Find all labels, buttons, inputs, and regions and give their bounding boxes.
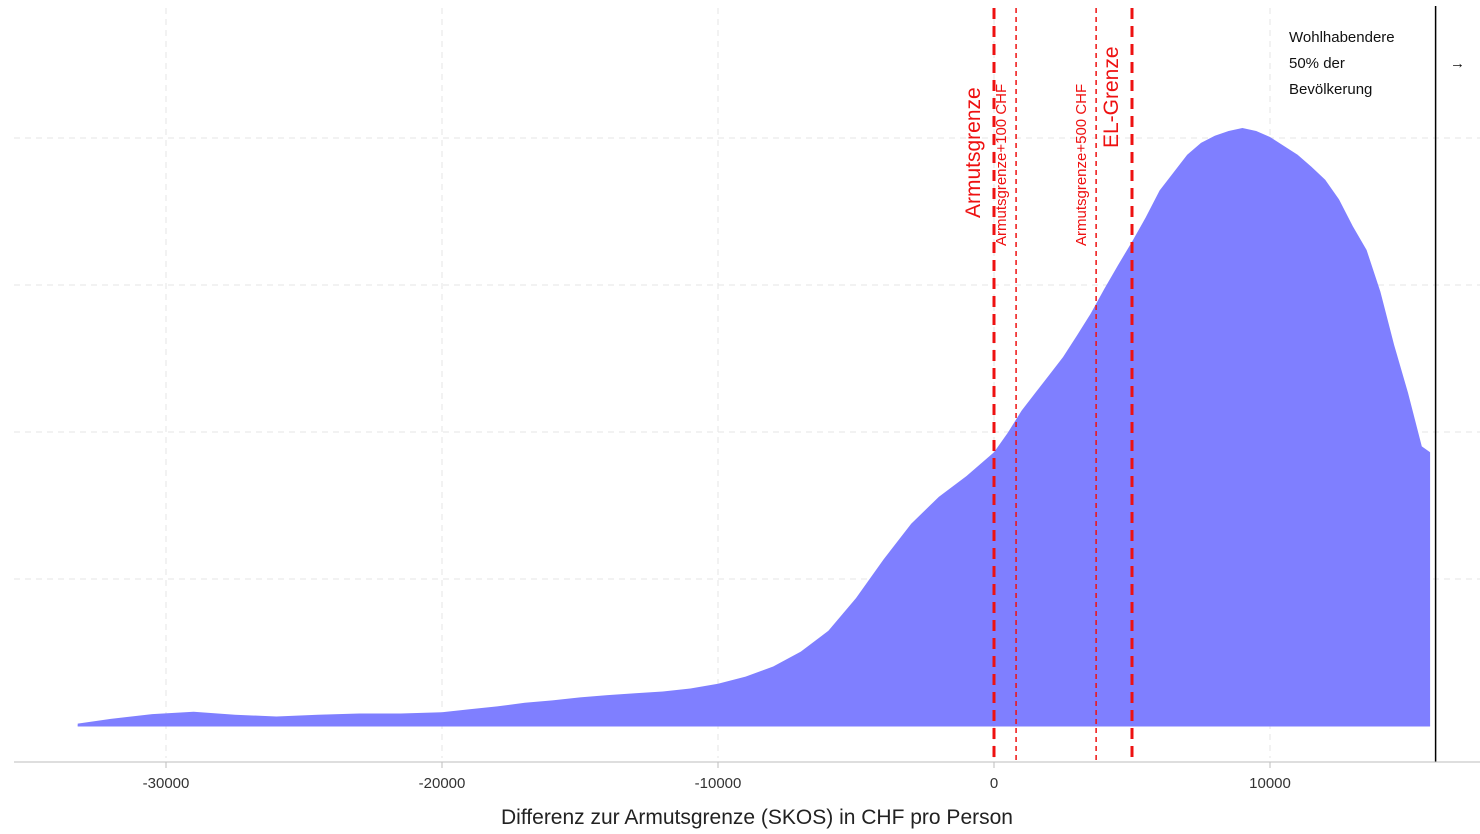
x-axis-ticks: -30000 -20000 -10000 0 10000 xyxy=(143,762,1291,792)
reference-lines xyxy=(992,6,1437,762)
reference-line-label: Armutsgrenze+100 CHF xyxy=(993,84,1010,246)
tick-label: -10000 xyxy=(695,775,742,792)
density-area xyxy=(77,128,1431,726)
reference-line-label: Armutsgrenze+500 CHF xyxy=(1073,84,1090,246)
x-axis-title: Differenz zur Armutsgrenze (SKOS) in CHF… xyxy=(501,806,1013,829)
tick-label: 0 xyxy=(990,775,998,792)
annotation-line: Wohlhabendere xyxy=(1289,29,1395,46)
tick-label: -30000 xyxy=(143,775,190,792)
wealthier-half-annotation: Wohlhabendere 50% der Bevölkerung → xyxy=(1289,29,1465,98)
reference-line-label: Armutsgrenze xyxy=(962,87,985,218)
tick-label: 10000 xyxy=(1249,775,1291,792)
right-arrow-icon: → xyxy=(1450,55,1465,72)
reference-line-label: EL-Grenze xyxy=(1100,46,1123,148)
reference-line-labels: Armutsgrenze Armutsgrenze+100 CHF Armutsgr… xyxy=(962,46,1123,246)
tick-label: -20000 xyxy=(419,775,466,792)
annotation-line: Bevölkerung xyxy=(1289,81,1372,98)
annotation-line: 50% der xyxy=(1289,55,1345,72)
